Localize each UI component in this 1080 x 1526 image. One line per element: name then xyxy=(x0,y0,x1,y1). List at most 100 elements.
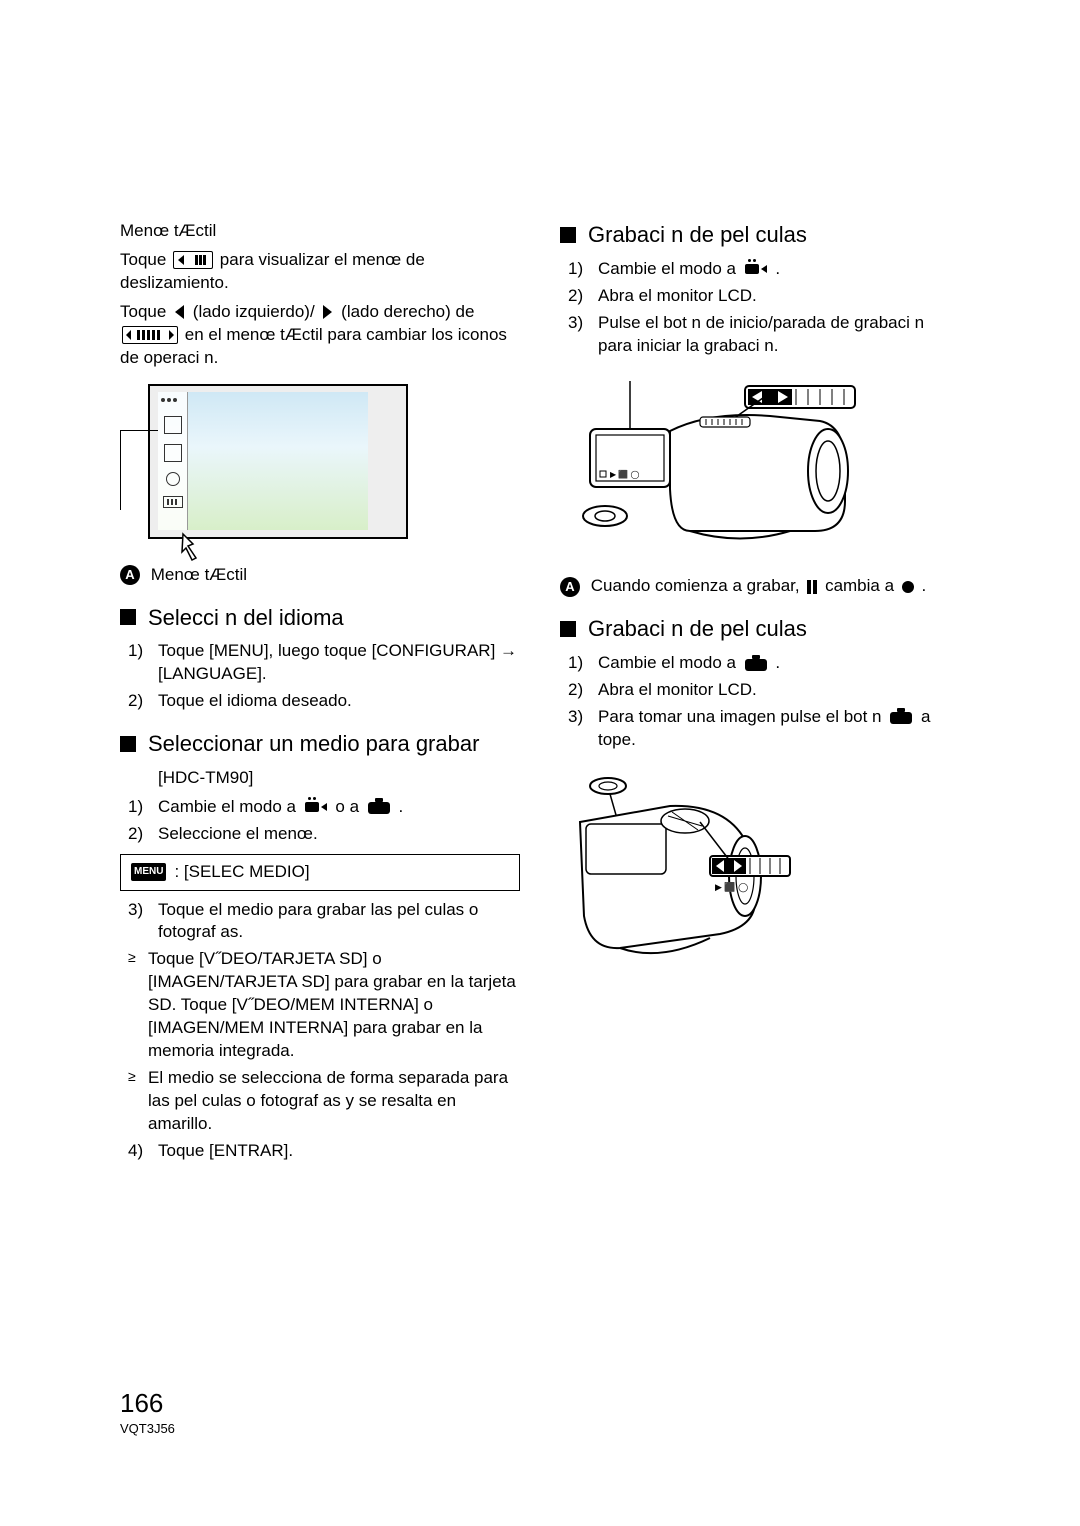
square-bullet-icon xyxy=(560,621,576,637)
sidebar-dot-icon xyxy=(166,472,180,486)
video-mode-icon xyxy=(745,262,767,276)
list-item: 3) Toque el medio para grabar las pel cu… xyxy=(128,899,520,945)
lcd-figure xyxy=(120,384,410,554)
page-footer: 166 VQT3J56 xyxy=(120,1388,175,1436)
square-bullet-icon xyxy=(120,609,136,625)
menu-text: : [SELEC MEDIO] xyxy=(174,861,309,884)
text: Seleccione el menœ. xyxy=(158,823,318,846)
num: 2) xyxy=(568,285,598,308)
dots-icon xyxy=(161,398,165,402)
touch-slide-icon xyxy=(173,251,213,269)
num: 2) xyxy=(128,823,158,846)
num: 2) xyxy=(128,690,158,713)
heading-text: Seleccionar un medio para grabar xyxy=(148,729,479,759)
hand-pointer-icon xyxy=(178,532,218,562)
t: Cambie el modo a xyxy=(158,797,301,816)
pause-icon xyxy=(807,580,817,594)
right-column: Grabaci n de pel culas 1) Cambie el modo… xyxy=(560,220,960,1167)
media-steps: 1) Cambie el modo a o a . 2) Seleccione … xyxy=(120,796,520,846)
list-item: 3) Pulse el bot n de inicio/parada de gr… xyxy=(568,312,960,358)
language-steps: 1) Toque [MENU], luego toque [CONFIGURAR… xyxy=(120,640,520,713)
text: Pulse el bot n de inicio/parada de graba… xyxy=(598,312,960,358)
list-item: 2) Seleccione el menœ. xyxy=(128,823,520,846)
text: Toque [MENU], luego toque [CONFIGURAR] →… xyxy=(158,640,520,686)
section-record-photo: Grabaci n de pel culas xyxy=(560,614,960,644)
media-bullets: ≥ Toque [V˝DEO/TARJETA SD] o [IMAGEN/TAR… xyxy=(120,948,520,1136)
square-bullet-icon xyxy=(120,736,136,752)
num: 1) xyxy=(128,796,158,819)
sidebar-box-icon xyxy=(164,444,182,462)
t: Para tomar una imagen pulse el bot n xyxy=(598,707,886,726)
touch-para-2: Toque (lado izquierdo)/ (lado derecho) d… xyxy=(120,301,520,370)
sidebar-bars-icon xyxy=(163,496,183,508)
text: Abra el monitor LCD. xyxy=(598,285,757,308)
callout-a-text: Menœ tÆctil xyxy=(151,565,247,584)
document-id: VQT3J56 xyxy=(120,1421,175,1436)
text: Abra el monitor LCD. xyxy=(598,679,757,702)
heading-text: Selecci n del idioma xyxy=(148,603,344,633)
t: . xyxy=(399,797,404,816)
sidebar-box-icon xyxy=(164,416,182,434)
list-item: 2) Abra el monitor LCD. xyxy=(568,285,960,308)
text: Toque [V˝DEO/TARJETA SD] o [IMAGEN/TARJE… xyxy=(148,948,520,1063)
text: Toque xyxy=(120,250,171,269)
bullet-icon: ≥ xyxy=(128,948,148,1063)
photo-mode-icon xyxy=(745,657,767,671)
list-item: 1) Cambie el modo a . xyxy=(568,258,960,281)
t: Cambie el modo a xyxy=(598,259,741,278)
list-item: 2) Abra el monitor LCD. xyxy=(568,679,960,702)
num: 2) xyxy=(568,679,598,702)
touch-wide-icon xyxy=(122,326,178,344)
t: o a xyxy=(335,797,363,816)
num: 3) xyxy=(568,706,598,752)
video-steps: 1) Cambie el modo a . 2) Abra el monitor… xyxy=(560,258,960,358)
list-item: 2) Toque el idioma deseado. xyxy=(128,690,520,713)
t: . xyxy=(775,653,780,672)
lcd-sidebar xyxy=(158,392,188,530)
text: Toque el medio para grabar las pel culas… xyxy=(158,899,520,945)
bullet-icon: ≥ xyxy=(128,1067,148,1136)
list-item: ≥ Toque [V˝DEO/TARJETA SD] o [IMAGEN/TAR… xyxy=(128,948,520,1063)
page-number: 166 xyxy=(120,1388,175,1419)
model-label: [HDC-TM90] xyxy=(120,767,520,790)
triangle-left-icon xyxy=(175,305,184,319)
menu-badge-icon: MENU xyxy=(131,863,166,881)
section-media: Seleccionar un medio para grabar xyxy=(120,729,520,759)
text: El medio se selecciona de forma separada… xyxy=(148,1067,520,1136)
touch-para-1: Toque para visualizar el menœ de desliza… xyxy=(120,249,520,295)
photo-steps: 1) Cambie el modo a . 2) Abra el monitor… xyxy=(560,652,960,752)
menu-box: MENU : [SELEC MEDIO] xyxy=(120,854,520,891)
square-bullet-icon xyxy=(560,227,576,243)
t: Cambie el modo a xyxy=(598,653,741,672)
callout-line xyxy=(120,430,158,431)
badge-a-icon: A xyxy=(560,577,580,597)
num: 1) xyxy=(128,640,158,686)
text: Cambie el modo a . xyxy=(598,258,780,281)
t: Cuando comienza a grabar, xyxy=(591,576,805,595)
triangle-right-icon xyxy=(323,305,332,319)
section-record-video: Grabaci n de pel culas xyxy=(560,220,960,250)
photo-mode-icon xyxy=(368,800,390,814)
list-item: 4) Toque [ENTRAR]. xyxy=(128,1140,520,1163)
text: Cambie el modo a o a . xyxy=(158,796,403,819)
badge-a-icon: A xyxy=(120,565,140,585)
text: Toque xyxy=(120,302,171,321)
num: 3) xyxy=(568,312,598,358)
svg-text:▶ ⬛ ◯: ▶ ⬛ ◯ xyxy=(715,881,748,893)
touch-menu-title: Menœ tÆctil xyxy=(120,220,520,243)
text: Cambie el modo a . xyxy=(598,652,780,675)
page-content: Menœ tÆctil Toque para visualizar el men… xyxy=(0,0,1080,1227)
video-mode-icon xyxy=(305,800,327,814)
list-item: 1) Toque [MENU], luego toque [CONFIGURAR… xyxy=(128,640,520,686)
list-item: 1) Cambie el modo a . xyxy=(568,652,960,675)
num: 3) xyxy=(128,899,158,945)
list-item: ≥ El medio se selecciona de forma separa… xyxy=(128,1067,520,1136)
media-steps-end: 4) Toque [ENTRAR]. xyxy=(120,1140,520,1163)
camcorder-figure-bottom: ▶ ⬛ ◯ xyxy=(560,766,800,966)
text: Para tomar una imagen pulse el bot n a t… xyxy=(598,706,960,752)
media-steps-cont: 3) Toque el medio para grabar las pel cu… xyxy=(120,899,520,945)
callout-a-row: A Menœ tÆctil xyxy=(120,564,520,587)
heading-text: Grabaci n de pel culas xyxy=(588,614,807,644)
list-item: 1) Cambie el modo a o a . xyxy=(128,796,520,819)
photo-mode-icon xyxy=(890,710,912,724)
